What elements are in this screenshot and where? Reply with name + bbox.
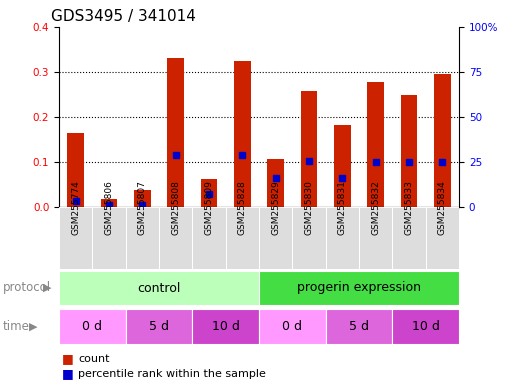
FancyBboxPatch shape [426, 207, 459, 269]
FancyBboxPatch shape [192, 309, 259, 344]
Text: GSM255831: GSM255831 [338, 180, 347, 235]
Text: GSM255807: GSM255807 [138, 180, 147, 235]
Text: count: count [78, 354, 110, 364]
Text: GSM255774: GSM255774 [71, 180, 80, 235]
FancyBboxPatch shape [359, 207, 392, 269]
FancyBboxPatch shape [192, 207, 226, 269]
Text: ■: ■ [62, 353, 73, 366]
Bar [201, 179, 218, 207]
Bar [334, 125, 351, 207]
Text: 0 d: 0 d [83, 320, 102, 333]
FancyBboxPatch shape [259, 207, 292, 269]
Bar [67, 133, 84, 207]
FancyBboxPatch shape [126, 309, 192, 344]
Bar [434, 74, 451, 207]
Text: percentile rank within the sample: percentile rank within the sample [78, 369, 266, 379]
Bar [101, 199, 117, 207]
FancyBboxPatch shape [59, 207, 92, 269]
FancyBboxPatch shape [292, 207, 326, 269]
Text: 10 d: 10 d [212, 320, 240, 333]
Text: 10 d: 10 d [412, 320, 440, 333]
Text: protocol: protocol [3, 281, 51, 295]
FancyBboxPatch shape [259, 309, 326, 344]
Text: 5 d: 5 d [349, 320, 369, 333]
Text: 0 d: 0 d [283, 320, 302, 333]
Bar [301, 91, 318, 207]
FancyBboxPatch shape [59, 309, 126, 344]
Bar [134, 190, 151, 207]
Text: GSM255834: GSM255834 [438, 180, 447, 235]
Bar [167, 58, 184, 207]
Text: control: control [137, 281, 181, 295]
Bar [401, 96, 418, 207]
Text: progerin expression: progerin expression [297, 281, 421, 295]
Text: 5 d: 5 d [149, 320, 169, 333]
Text: GSM255808: GSM255808 [171, 180, 180, 235]
Text: GSM255829: GSM255829 [271, 180, 280, 235]
Text: ▶: ▶ [29, 321, 38, 331]
Bar [367, 83, 384, 207]
FancyBboxPatch shape [92, 207, 126, 269]
Text: GSM255828: GSM255828 [238, 180, 247, 235]
FancyBboxPatch shape [326, 207, 359, 269]
FancyBboxPatch shape [59, 271, 259, 305]
Text: GSM255806: GSM255806 [105, 180, 113, 235]
Text: time: time [3, 320, 29, 333]
FancyBboxPatch shape [392, 207, 426, 269]
FancyBboxPatch shape [159, 207, 192, 269]
FancyBboxPatch shape [126, 207, 159, 269]
FancyBboxPatch shape [226, 207, 259, 269]
Text: GSM255832: GSM255832 [371, 180, 380, 235]
FancyBboxPatch shape [392, 309, 459, 344]
Text: GDS3495 / 341014: GDS3495 / 341014 [51, 9, 196, 24]
Text: GSM255833: GSM255833 [405, 180, 413, 235]
Text: GSM255830: GSM255830 [305, 180, 313, 235]
FancyBboxPatch shape [326, 309, 392, 344]
Text: ▶: ▶ [43, 283, 51, 293]
FancyBboxPatch shape [259, 271, 459, 305]
Text: ■: ■ [62, 367, 73, 380]
Bar [234, 61, 251, 207]
Text: GSM255809: GSM255809 [205, 180, 213, 235]
Bar [267, 159, 284, 207]
